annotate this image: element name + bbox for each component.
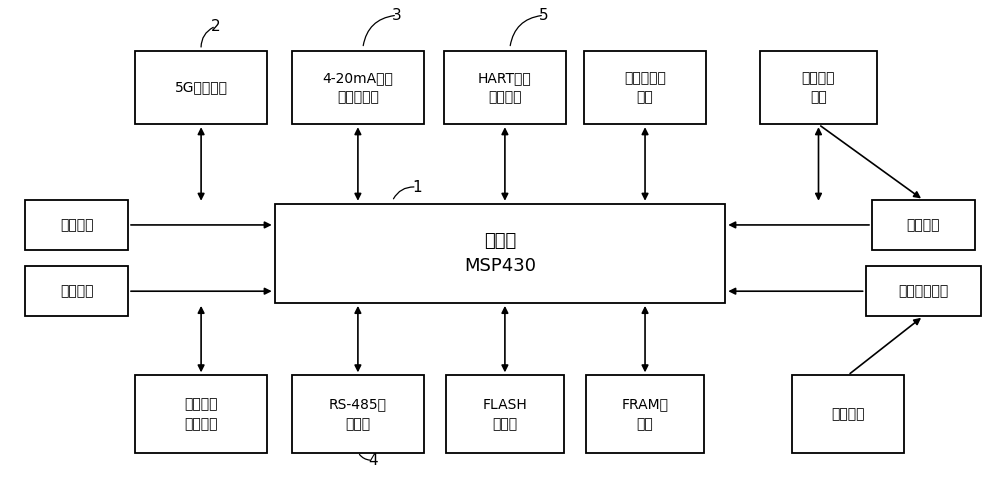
- Text: 蓝牙电路: 蓝牙电路: [907, 218, 940, 232]
- Bar: [446, 375, 564, 454]
- Text: 单片机
MSP430: 单片机 MSP430: [464, 232, 536, 275]
- Text: 实时时钟电路: 实时时钟电路: [898, 284, 948, 298]
- Bar: [760, 51, 877, 124]
- Text: 开关量检测
电路: 开关量检测 电路: [624, 71, 666, 104]
- Bar: [872, 200, 975, 250]
- Text: FLASH
存储器: FLASH 存储器: [483, 398, 527, 431]
- Bar: [25, 266, 128, 316]
- Text: 2: 2: [211, 19, 221, 34]
- Bar: [586, 375, 704, 454]
- Bar: [25, 200, 128, 250]
- Text: 电池电压
检测电路: 电池电压 检测电路: [184, 398, 218, 431]
- Text: HART信号
接口电路: HART信号 接口电路: [478, 71, 532, 104]
- Bar: [292, 375, 424, 454]
- Bar: [444, 51, 566, 124]
- Text: 3: 3: [392, 8, 402, 23]
- Bar: [135, 51, 267, 124]
- Bar: [292, 51, 424, 124]
- Bar: [275, 204, 725, 303]
- Text: FRAM存
储器: FRAM存 储器: [622, 398, 669, 431]
- Bar: [135, 375, 267, 454]
- Text: 复位电路: 复位电路: [60, 284, 93, 298]
- Bar: [584, 51, 706, 124]
- Text: RS-485接
口电路: RS-485接 口电路: [329, 398, 387, 431]
- Text: 晶振电路: 晶振电路: [60, 218, 93, 232]
- Text: 蓝牙唤醒
电路: 蓝牙唤醒 电路: [802, 71, 835, 104]
- Bar: [866, 266, 981, 316]
- Text: 5: 5: [539, 8, 549, 23]
- Bar: [792, 375, 904, 454]
- Text: 4: 4: [368, 453, 377, 468]
- Text: 4-20mA模拟
量接口电路: 4-20mA模拟 量接口电路: [322, 71, 393, 104]
- Text: 1: 1: [412, 180, 422, 195]
- Text: 5G通讯电路: 5G通讯电路: [175, 81, 228, 95]
- Text: 纽扣电池: 纽扣电池: [831, 407, 865, 421]
